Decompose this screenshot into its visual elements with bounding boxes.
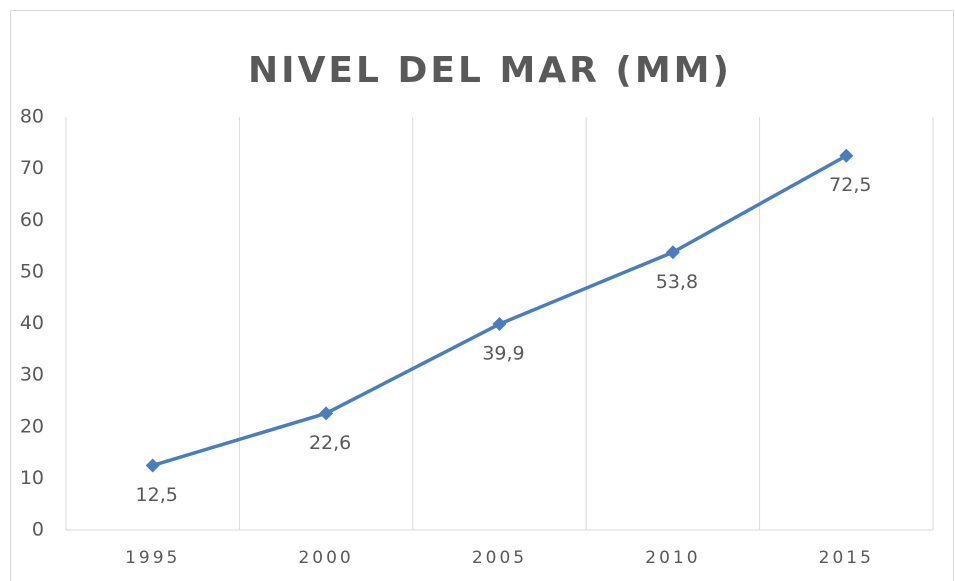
marker (492, 317, 507, 332)
y-tick-label: 10 (20, 467, 44, 489)
y-tick-label: 30 (20, 364, 44, 386)
data-label: 12,5 (136, 484, 178, 506)
y-tick-label: 70 (20, 157, 44, 179)
chart-border (10, 10, 954, 581)
y-tick-label: 20 (20, 415, 44, 437)
marker (319, 406, 334, 421)
y-tick-label: 50 (20, 260, 44, 282)
x-tick-label: 2005 (472, 548, 527, 568)
chart-title: NIVEL DEL MAR (MM) (248, 50, 732, 91)
data-label: 72,5 (829, 174, 871, 196)
y-tick-label: 60 (20, 209, 44, 231)
marker (665, 245, 680, 260)
y-tick-label: 80 (20, 106, 44, 128)
data-label: 22,6 (309, 432, 351, 454)
marker (839, 148, 854, 163)
x-tick-label: 2015 (819, 548, 874, 568)
x-tick-label: 1995 (125, 548, 180, 568)
marker (145, 458, 160, 473)
x-tick-label: 2000 (298, 548, 353, 568)
y-tick-label: 0 (32, 519, 44, 541)
data-label: 53,8 (656, 271, 698, 293)
data-label: 39,9 (482, 343, 524, 365)
y-tick-label: 40 (20, 312, 44, 334)
x-tick-label: 2010 (645, 548, 700, 568)
